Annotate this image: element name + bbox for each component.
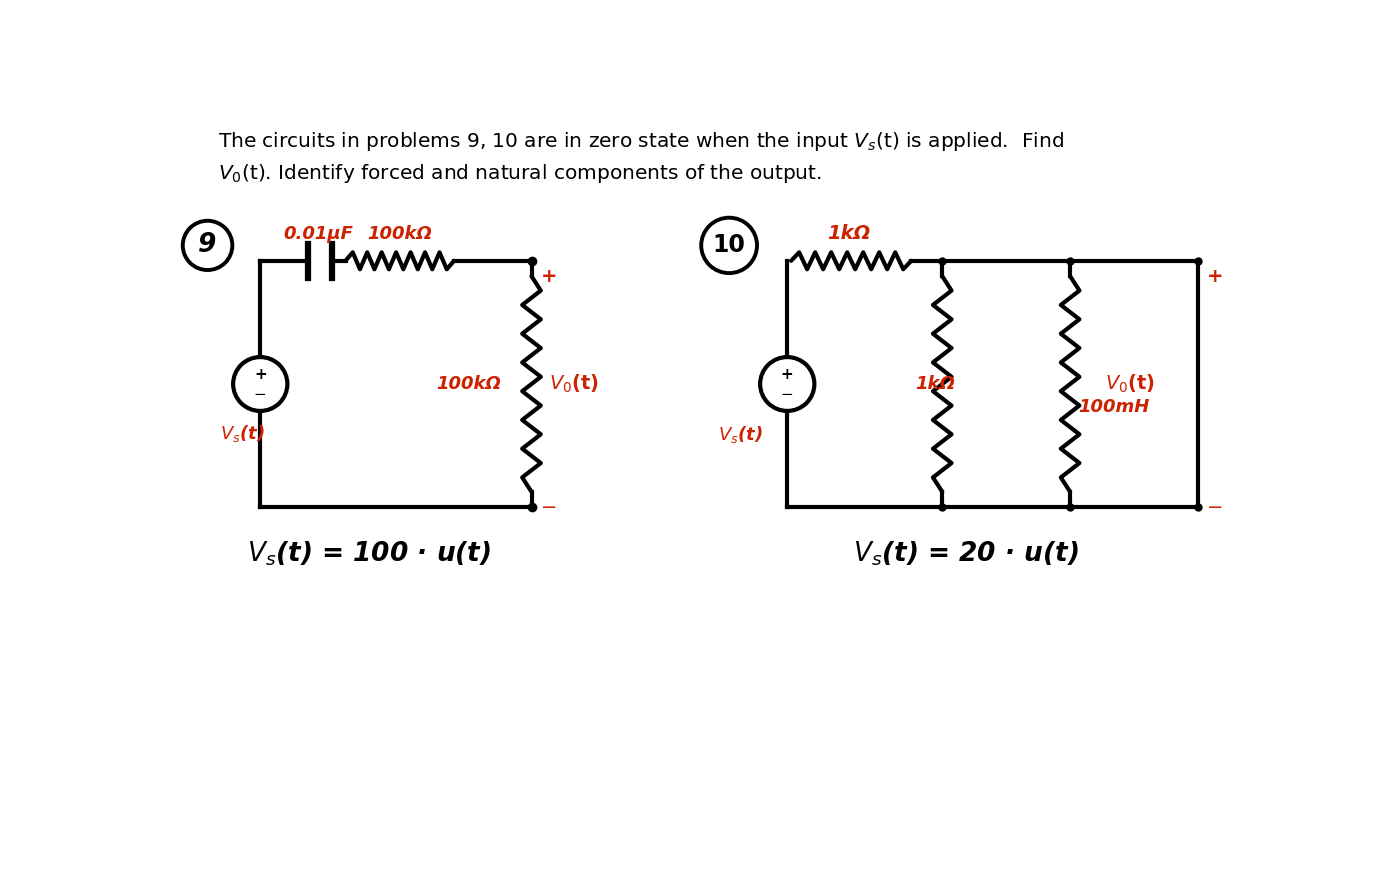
Text: 100kΩ: 100kΩ bbox=[435, 375, 501, 393]
Text: 100mH: 100mH bbox=[1078, 398, 1149, 417]
Text: $V_s$(t) = 100 · u(t): $V_s$(t) = 100 · u(t) bbox=[246, 539, 491, 568]
Text: The circuits in problems 9, 10 are in zero state when the input $V_s$(t) is appl: The circuits in problems 9, 10 are in ze… bbox=[217, 130, 1064, 153]
Text: $V_0$(t): $V_0$(t) bbox=[1105, 373, 1155, 395]
Text: +: + bbox=[1207, 267, 1224, 286]
Text: +: + bbox=[781, 368, 794, 383]
Text: −: − bbox=[781, 387, 794, 402]
Text: −: − bbox=[253, 387, 266, 402]
Text: 1kΩ: 1kΩ bbox=[916, 375, 955, 393]
Text: 1kΩ: 1kΩ bbox=[827, 224, 871, 243]
Text: 9: 9 bbox=[199, 232, 217, 258]
Text: $V_s$(t) = 20 · u(t): $V_s$(t) = 20 · u(t) bbox=[853, 539, 1078, 568]
Text: +: + bbox=[540, 267, 557, 286]
Text: $V_s$(t): $V_s$(t) bbox=[718, 424, 763, 445]
Text: −: − bbox=[540, 498, 557, 517]
Text: $V_0$(t). Identify forced and natural components of the output.: $V_0$(t). Identify forced and natural co… bbox=[217, 162, 822, 185]
Text: 10: 10 bbox=[713, 233, 746, 257]
Text: +: + bbox=[253, 368, 266, 383]
Text: 100kΩ: 100kΩ bbox=[367, 225, 433, 243]
Text: $V_s$(t): $V_s$(t) bbox=[220, 423, 265, 443]
Text: 0.01μF: 0.01μF bbox=[283, 225, 353, 243]
Text: $V_0$(t): $V_0$(t) bbox=[549, 373, 599, 395]
Text: −: − bbox=[1207, 498, 1224, 517]
